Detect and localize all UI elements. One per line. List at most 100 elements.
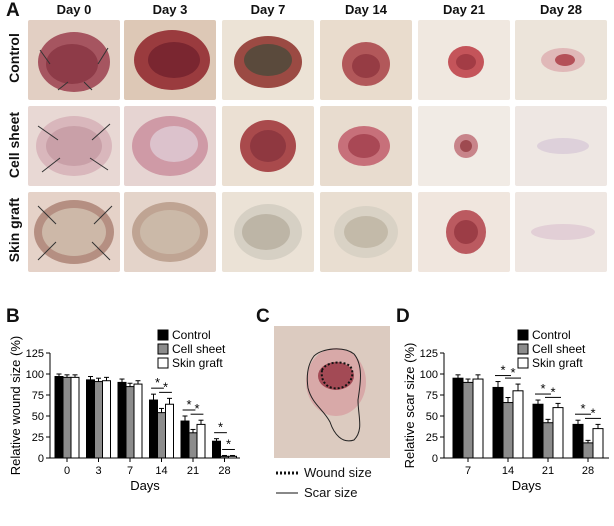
bar <box>86 379 95 459</box>
significance-star: * <box>163 379 168 394</box>
bar <box>102 380 111 459</box>
day-header-0: Day 0 <box>56 2 92 17</box>
day-header-3: Day 3 <box>152 2 188 17</box>
photo-skin-graft-day28 <box>515 192 607 272</box>
row-label-cell-sheet: Cell sheet <box>6 111 22 179</box>
bar <box>472 378 484 459</box>
x-tick-label: 7 <box>127 465 133 477</box>
significance-star: * <box>590 405 595 420</box>
x-axis-title: Days <box>512 478 542 493</box>
bar <box>70 376 80 459</box>
x-tick-label: 21 <box>542 465 554 477</box>
legend-label: Skin graft <box>532 356 583 370</box>
y-tick-label: 75 <box>426 390 438 402</box>
photo-control-day0 <box>28 20 120 100</box>
y-axis-title: Relative wound size (%) <box>8 336 23 475</box>
legend-label: Cell sheet <box>532 342 586 356</box>
x-tick-label: 3 <box>95 465 101 477</box>
bar <box>220 455 229 459</box>
x-tick-label: 14 <box>502 465 514 477</box>
legend-swatch <box>517 357 529 369</box>
photo-cell-sheet-day0 <box>28 106 120 186</box>
bar <box>149 399 158 459</box>
significance-star: * <box>226 436 231 451</box>
legend-label: Control <box>172 328 211 342</box>
x-tick-label: 0 <box>64 465 70 477</box>
photo-cell-sheet-day28 <box>515 106 607 186</box>
bar <box>212 440 221 459</box>
wound-scar-photo <box>274 326 390 458</box>
bar <box>592 428 604 459</box>
legend-label: Control <box>532 328 571 342</box>
y-tick-label: 100 <box>420 369 438 381</box>
bar <box>94 381 103 459</box>
row-label-control: Control <box>6 33 22 83</box>
x-tick-label: 14 <box>155 465 167 477</box>
photo-control-day14 <box>320 20 412 100</box>
photo-skin-graft-day14 <box>320 192 412 272</box>
photo-skin-graft-day0 <box>28 192 120 272</box>
bar <box>532 403 544 459</box>
y-tick-label: 0 <box>432 453 438 465</box>
bar <box>502 402 514 459</box>
photo-cell-sheet-day21 <box>418 106 510 186</box>
significance-star: * <box>510 365 515 380</box>
panel-a-letter: A <box>6 0 20 21</box>
y-tick-label: 25 <box>32 432 44 444</box>
day-header-21: Day 21 <box>443 2 485 17</box>
legend-swatch <box>157 343 169 355</box>
y-tick-label: 50 <box>32 411 44 423</box>
photo-control-day21 <box>418 20 510 100</box>
bar <box>572 423 584 459</box>
significance-star: * <box>186 397 191 412</box>
legend-swatch <box>517 343 529 355</box>
y-tick-label: 75 <box>32 390 44 402</box>
significance-star: * <box>218 420 223 435</box>
legend-label: Cell sheet <box>172 342 226 356</box>
x-tick-label: 7 <box>465 465 471 477</box>
bar <box>117 381 127 459</box>
legend-swatch <box>157 329 169 341</box>
x-tick-label: 28 <box>582 465 594 477</box>
bar <box>582 442 594 459</box>
y-tick-label: 125 <box>420 348 438 360</box>
bar <box>512 390 524 459</box>
bar <box>62 376 72 459</box>
panel-c-letter: C <box>256 306 270 327</box>
day-header-7: Day 7 <box>250 2 286 17</box>
significance-star: * <box>155 375 160 390</box>
legend-wound-size-label: Wound size <box>304 465 372 480</box>
y-tick-label: 25 <box>426 432 438 444</box>
bar <box>188 432 198 459</box>
photo-control-day3 <box>124 20 216 100</box>
legend-swatch <box>517 329 529 341</box>
bar <box>552 407 564 459</box>
significance-star: * <box>550 384 555 399</box>
y-tick-label: 100 <box>26 369 44 381</box>
y-tick-label: 0 <box>38 453 44 465</box>
day-header-28: Day 28 <box>540 2 582 17</box>
photo-skin-graft-day7 <box>222 192 314 272</box>
photo-skin-graft-day21 <box>418 192 510 272</box>
significance-star: * <box>500 363 505 378</box>
bar <box>452 377 464 459</box>
y-tick-label: 50 <box>426 411 438 423</box>
panel-d-letter: D <box>396 306 410 327</box>
scar-outline <box>306 348 361 442</box>
bar <box>196 423 206 459</box>
bar <box>180 420 190 459</box>
legend-swatch <box>157 357 169 369</box>
bar <box>125 386 135 459</box>
significance-star: * <box>580 401 585 416</box>
x-tick-label: 21 <box>187 465 199 477</box>
bar <box>157 412 166 459</box>
x-tick-label: 28 <box>218 465 230 477</box>
bar <box>462 381 474 459</box>
bar <box>228 455 237 459</box>
y-tick-label: 125 <box>26 348 44 360</box>
bar <box>165 403 174 459</box>
photo-cell-sheet-day14 <box>320 106 412 186</box>
photo-control-day7 <box>222 20 314 100</box>
